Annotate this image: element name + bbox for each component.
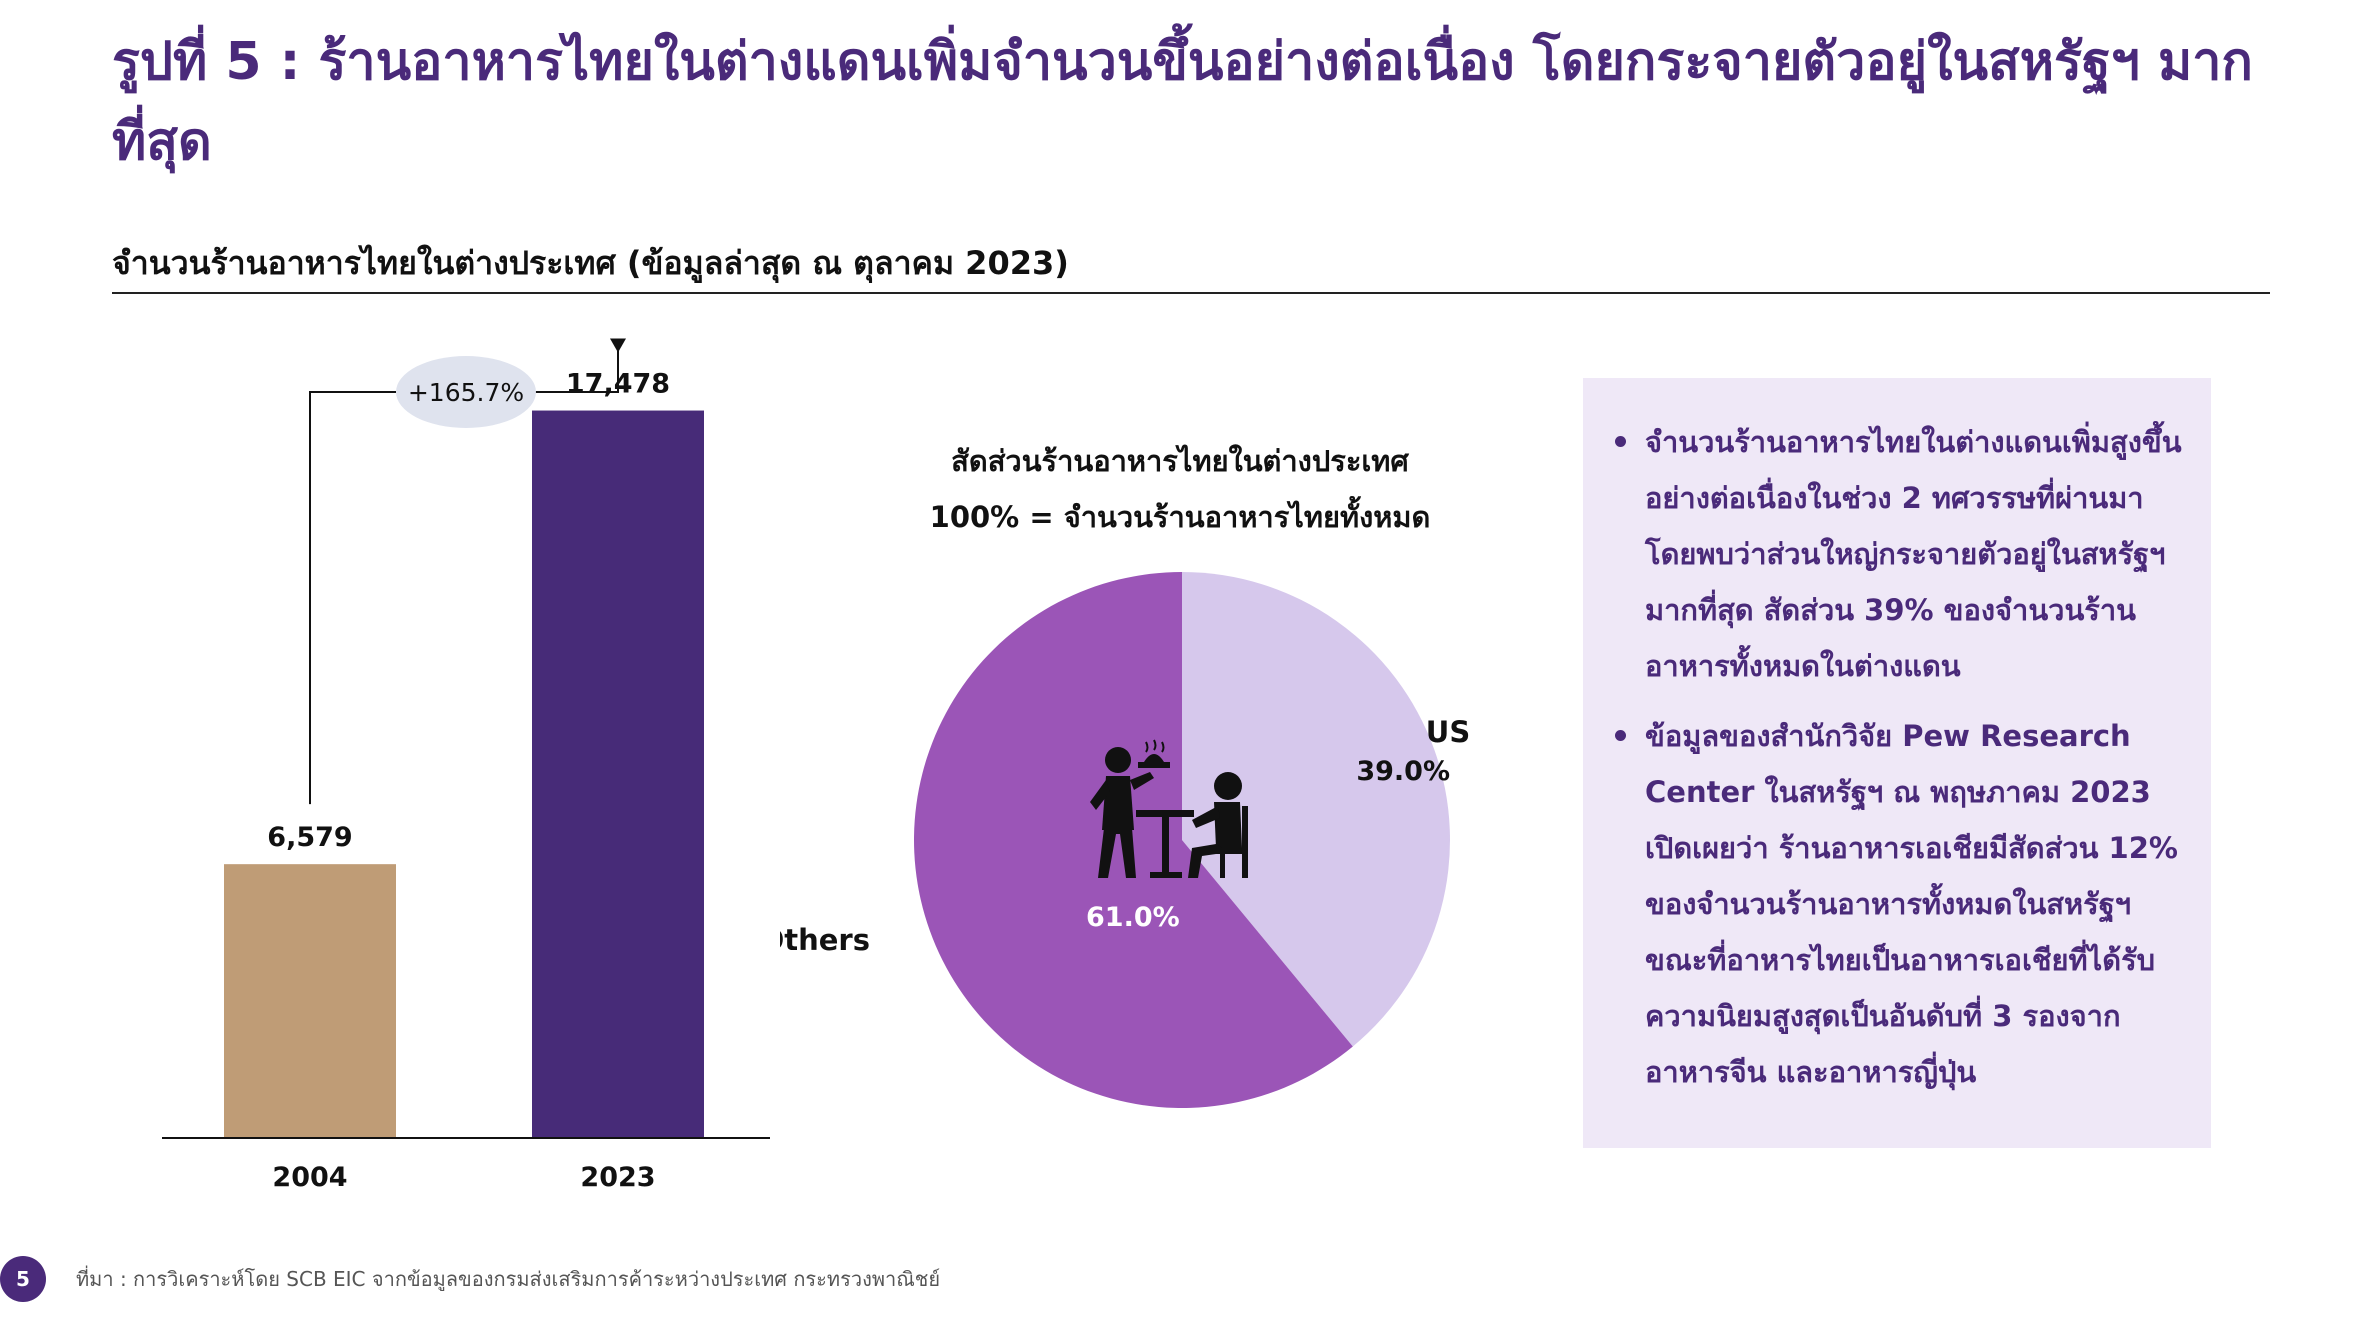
restaurant-waiter-diner-icon xyxy=(1090,739,1248,878)
pie-category-label: US xyxy=(1426,715,1470,749)
pie-chart: 39.0% US 61.0% Others xyxy=(780,572,1470,1108)
source-note: ที่มา : การวิเคราะห์โดย SCB EIC จากข้อมู… xyxy=(76,1267,941,1291)
info-bullet: ข้อมูลของสำนักวิจัย Pew Research Center … xyxy=(1611,708,2191,1100)
pie-value-label: 39.0% xyxy=(1356,756,1450,787)
bar-value-label: 6,579 xyxy=(267,822,352,853)
bar-2004 xyxy=(224,864,396,1138)
pie-value-label: 61.0% xyxy=(1086,902,1180,933)
page-number: 5 xyxy=(0,1256,46,1302)
x-tick-label: 2023 xyxy=(580,1162,655,1193)
header-divider xyxy=(112,292,2270,294)
page-title: รูปที่ 5 : ร้านอาหารไทยในต่างแดนเพิ่มจำน… xyxy=(112,32,2253,172)
chart-subtitle: จำนวนร้านอาหารไทยในต่างประเทศ (ข้อมูลล่า… xyxy=(112,244,1069,282)
growth-arrowhead xyxy=(610,338,626,353)
bar-2023 xyxy=(532,410,704,1138)
x-tick-label: 2004 xyxy=(272,1162,347,1193)
growth-annotation: +165.7% xyxy=(408,378,524,407)
growth-connector-left xyxy=(309,391,396,805)
info-box: จำนวนร้านอาหารไทยในต่างแดนเพิ่มสูงขึ้นอย… xyxy=(1583,378,2211,1148)
pie-heading-line2: 100% = จำนวนร้านอาหารไทยทั้งหมด xyxy=(929,500,1431,534)
growth-connector-right xyxy=(534,340,619,393)
pie-category-label: Others xyxy=(780,923,870,957)
pie-slice-us xyxy=(1182,572,1450,1047)
growth-badge xyxy=(396,356,536,428)
pie-slice-others xyxy=(914,572,1353,1108)
pie-heading-line1: สัดส่วนร้านอาหารไทยในต่างประเทศ xyxy=(951,444,1409,478)
info-bullet: จำนวนร้านอาหารไทยในต่างแดนเพิ่มสูงขึ้นอย… xyxy=(1611,414,2191,694)
